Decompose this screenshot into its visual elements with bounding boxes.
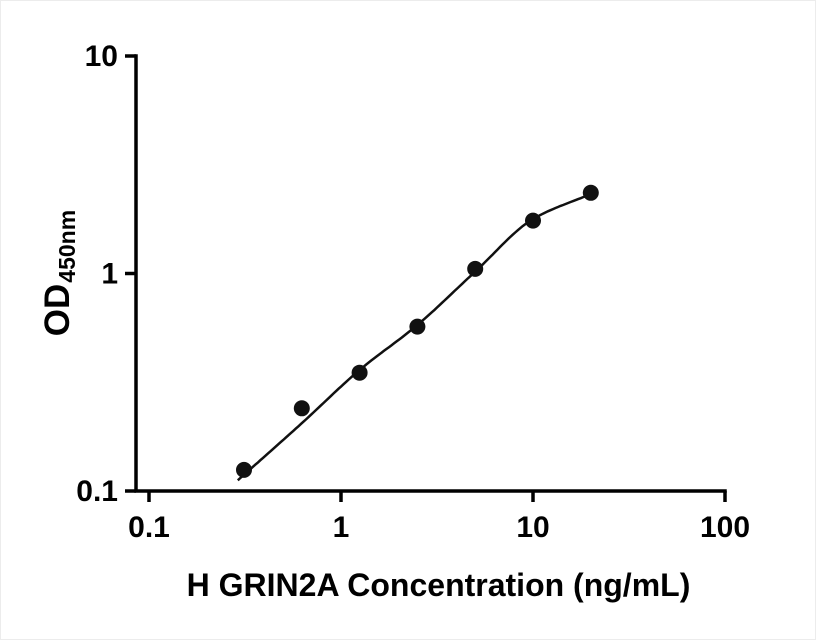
data-point — [467, 260, 484, 277]
y-axis-tick-label: 1 — [101, 258, 118, 291]
axis-lines — [134, 54, 727, 493]
data-point — [293, 400, 310, 417]
x-axis-tick-label: 0.1 — [128, 511, 170, 544]
y-axis-title-text: OD — [38, 283, 77, 337]
x-axis-tick-label: 10 — [516, 511, 549, 544]
y-axis-tick-label: 0.1 — [76, 475, 118, 508]
x-axis-tick-label: 1 — [333, 511, 350, 544]
data-point — [351, 364, 368, 381]
data-point — [525, 212, 541, 229]
fit-curve-line — [236, 192, 592, 482]
data-point — [582, 184, 599, 201]
x-axis-tick-label: 100 — [700, 511, 750, 544]
data-point — [236, 461, 252, 478]
y-axis-tick-label: 10 — [85, 40, 118, 73]
y-axis-title: OD450nm — [38, 209, 80, 337]
y-axis-title-subscript: 450nm — [54, 209, 80, 283]
x-axis-title: H GRIN2A Concentration (ng/mL) — [186, 567, 691, 603]
data-point — [409, 318, 426, 335]
